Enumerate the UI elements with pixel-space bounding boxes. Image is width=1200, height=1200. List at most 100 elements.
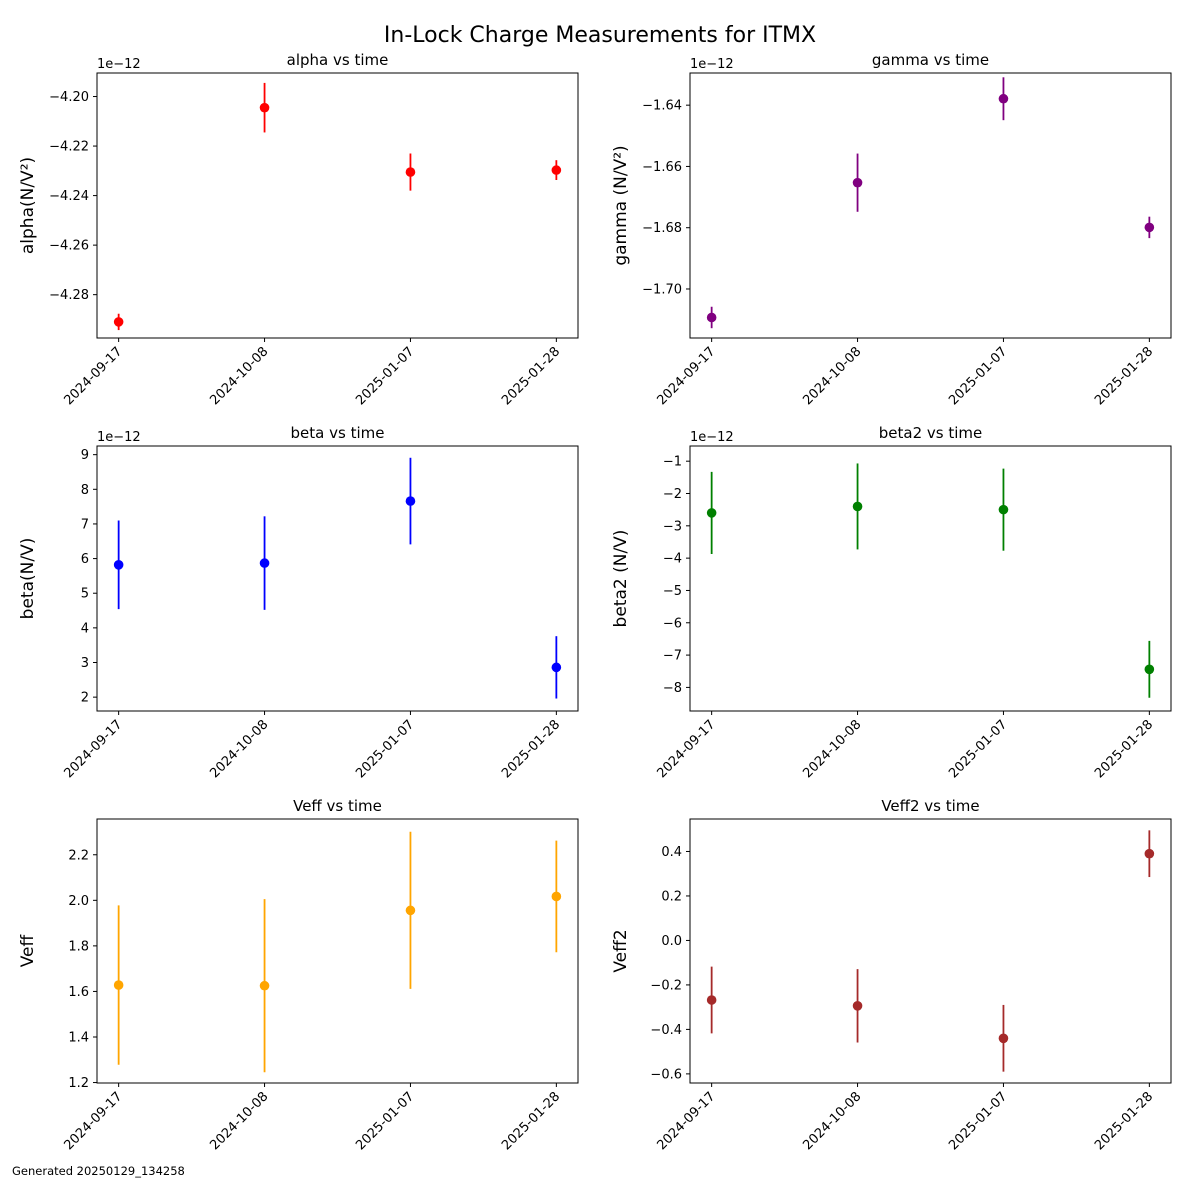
y-tick-label: −0.4	[650, 1023, 682, 1038]
y-tick-label: 0.0	[661, 934, 682, 949]
y-tick-label: 1.2	[68, 1076, 89, 1091]
y-tick-label: −8	[663, 681, 682, 696]
data-point	[259, 102, 270, 113]
data-point	[852, 1001, 863, 1011]
axis-exponent-label: 1e−12	[690, 57, 734, 72]
plot-area-frame	[96, 72, 579, 339]
chart-panel: beta2 vs time 1e−12 beta2 (N/V) −8 −7 −6 −5 −4 −…	[611, 424, 1172, 781]
x-tick-label: 2025-01-28	[1092, 717, 1156, 781]
y-tick-label: 2	[81, 691, 89, 706]
x-tick-label: 2025-01-07	[353, 344, 417, 408]
x-tick-label: 2024-09-17	[654, 717, 718, 781]
y-tick-label: −4.20	[49, 90, 89, 105]
chart-title: gamma vs time	[872, 51, 989, 69]
x-tick-label: 2024-10-08	[800, 1089, 864, 1153]
data-point	[259, 980, 270, 991]
y-tick-label: 1.4	[68, 1030, 89, 1045]
y-axis-label: Veff	[18, 933, 38, 967]
y-tick-label: 2.0	[68, 894, 89, 909]
data-point	[706, 312, 717, 323]
x-tick-label: 2025-01-28	[499, 717, 563, 781]
y-tick-label: −7	[663, 649, 682, 664]
x-tick-label: 2024-09-17	[61, 1089, 125, 1153]
y-axis-label: alpha(N/V²)	[18, 157, 38, 254]
y-tick-label: 1.8	[68, 939, 89, 954]
x-tick-label: 2024-09-17	[654, 344, 718, 408]
y-tick-label: 2.2	[68, 848, 89, 863]
y-axis-label: beta2 (N/V)	[611, 530, 631, 628]
y-tick-label: 0.2	[661, 889, 682, 904]
data-point	[998, 93, 1009, 104]
x-tick-label: 2024-09-17	[654, 1089, 718, 1153]
chart-title: Veff2 vs time	[881, 797, 979, 815]
y-tick-label: 1.6	[68, 985, 89, 1000]
data-point	[405, 496, 416, 506]
y-tick-label: −4.28	[49, 288, 89, 303]
plot-area-frame	[96, 445, 579, 712]
x-tick-label: 2024-10-08	[207, 717, 271, 781]
y-tick-label: 8	[81, 483, 89, 498]
data-point	[998, 504, 1009, 515]
plot-area-frame	[689, 445, 1172, 712]
x-tick-label: 2025-01-28	[499, 1089, 563, 1153]
plot-area-frame	[689, 818, 1172, 1084]
chart-title: beta2 vs time	[879, 424, 982, 442]
y-tick-label: −1.68	[642, 221, 682, 236]
chart-title: alpha vs time	[287, 51, 389, 69]
axis-exponent-label: 1e−12	[97, 57, 141, 72]
x-tick-label: 2024-09-17	[61, 717, 125, 781]
data-point	[852, 177, 863, 188]
y-tick-label: −1.70	[642, 282, 682, 297]
x-tick-label: 2024-10-08	[207, 1089, 271, 1153]
data-point	[1144, 222, 1155, 233]
x-tick-label: 2025-01-07	[946, 344, 1010, 408]
y-tick-label: −0.2	[650, 978, 682, 993]
y-axis-label: Veff2	[611, 929, 631, 972]
data-point	[259, 558, 270, 568]
axis-exponent-label: 1e−12	[690, 430, 734, 445]
data-point	[551, 662, 562, 673]
y-tick-label: −1	[663, 455, 682, 470]
x-tick-label: 2025-01-28	[1092, 344, 1156, 408]
plot-area-frame	[96, 818, 579, 1084]
axis-exponent-label: 1e−12	[97, 430, 141, 445]
chart-panel: gamma vs time 1e−12 gamma (N/V²) −1.70 −1.68…	[611, 51, 1172, 408]
y-tick-label: −2	[663, 487, 682, 502]
data-point	[1144, 848, 1155, 859]
data-point	[706, 995, 717, 1005]
y-tick-label: −3	[663, 519, 682, 534]
x-tick-label: 2024-10-08	[207, 344, 271, 408]
y-tick-label: −6	[663, 616, 682, 631]
data-point	[706, 508, 717, 518]
chart-panel: alpha vs time 1e−12 alpha(N/V²) −4.28 −4.26 −…	[18, 51, 579, 408]
x-tick-label: 2024-09-17	[61, 344, 125, 408]
x-tick-label: 2025-01-07	[353, 1089, 417, 1153]
chart-panel: Veff2 vs time Veff2 −0.6 −0.4 −0.2 0.0 0.2 0.4 2…	[611, 797, 1172, 1153]
plot-area-frame	[689, 72, 1172, 339]
generated-timestamp: Generated 20250129_134258	[12, 1164, 185, 1178]
data-point	[551, 165, 562, 175]
x-tick-label: 2024-10-08	[800, 344, 864, 408]
data-point	[113, 560, 124, 570]
x-tick-label: 2025-01-28	[499, 344, 563, 408]
x-tick-label: 2024-10-08	[800, 717, 864, 781]
y-tick-label: −1.66	[642, 160, 682, 175]
data-point	[405, 167, 416, 177]
y-tick-label: −5	[663, 584, 682, 599]
y-tick-label: −4.26	[49, 239, 89, 254]
figure-title: In-Lock Charge Measurements for ITMX	[384, 23, 816, 48]
y-tick-label: 7	[81, 517, 89, 532]
data-point	[551, 891, 562, 902]
x-tick-label: 2025-01-07	[946, 1089, 1010, 1153]
y-tick-label: −4.22	[49, 140, 89, 155]
chart-title: beta vs time	[291, 424, 385, 442]
chart-panel: beta vs time 1e−12 beta(N/V) 2 3 4 5 6 7 8 9 2024-0…	[18, 424, 579, 781]
data-point	[113, 980, 124, 990]
chart-panel: Veff vs time Veff 1.2 1.4 1.6 1.8 2.0 2.2 2024-0…	[18, 797, 579, 1153]
y-tick-label: 5	[81, 587, 89, 602]
y-tick-label: 4	[81, 621, 89, 636]
y-tick-label: 6	[81, 552, 89, 567]
y-tick-label: 3	[81, 656, 89, 671]
chart-title: Veff vs time	[293, 797, 382, 815]
